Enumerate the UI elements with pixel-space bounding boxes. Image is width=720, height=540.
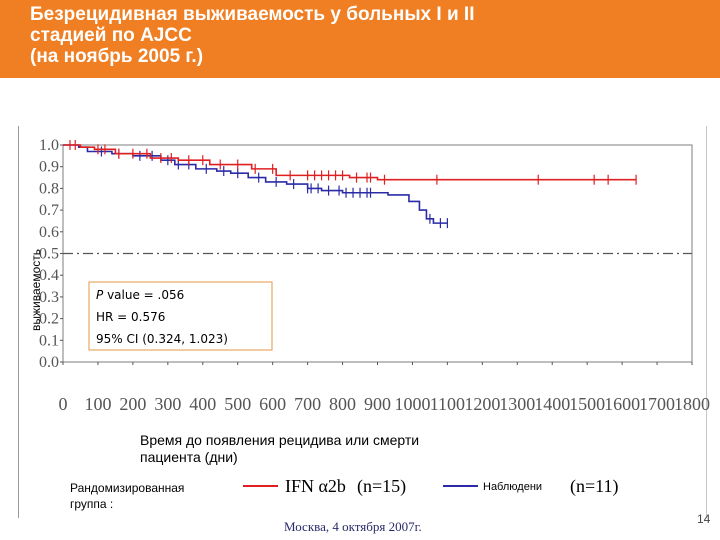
y-tick-label: 0.3 xyxy=(39,289,59,306)
x-tick-label: 600 xyxy=(259,394,286,414)
x-tick-label: 1200 xyxy=(464,394,500,414)
footer-text: Москва, 4 октября 2007г. xyxy=(284,519,422,534)
y-tick-label: 1.0 xyxy=(39,137,59,154)
slide-title: Безрецидивная выживаемость у больных I и… xyxy=(30,4,474,67)
x-tick-label: 300 xyxy=(154,394,181,414)
left-frame-line xyxy=(18,126,19,518)
x-axis-label: Время до появления рецидива или смерти п… xyxy=(140,432,419,466)
legend-title-line-1: Рандомизированная xyxy=(70,481,185,495)
x-tick-label: 1400 xyxy=(534,394,570,414)
x-tick-label: 1700 xyxy=(639,394,675,414)
x-tick-label: 200 xyxy=(119,394,146,414)
stats-box: P value = .056 HR = 0.576 95% CI (0.324, 1… xyxy=(88,281,273,351)
legend-count-2: (n=11) xyxy=(570,476,618,497)
right-frame-line xyxy=(706,126,707,518)
p-value-text: P value = .056 xyxy=(96,288,184,302)
header-bar: Безрецидивная выживаемость у больных I и… xyxy=(0,0,720,78)
title-line-2: стадией по AJCC xyxy=(30,25,192,46)
x-tick-label: 100 xyxy=(84,394,111,414)
x-tick-label: 900 xyxy=(364,394,391,414)
x-tick-label: 400 xyxy=(189,394,216,414)
survival-curve-series-1 xyxy=(63,144,448,224)
legend-label-2: Наблюдени xyxy=(483,481,542,493)
legend-label-1: IFN α2b xyxy=(285,476,346,496)
title-line-3: (на ноябрь 2005 г.) xyxy=(30,46,204,67)
x-tick-label: 1500 xyxy=(569,394,605,414)
x-tick-label: 500 xyxy=(224,394,251,414)
y-tick-label: 0.4 xyxy=(39,267,59,284)
x-tick-label: 1300 xyxy=(499,394,535,414)
title-line-1: Безрецидивная выживаемость у больных I и… xyxy=(30,4,475,25)
y-tick-label: 0.8 xyxy=(39,180,59,197)
y-axis-label: выживаемость xyxy=(29,249,43,331)
y-tick-label: 0.2 xyxy=(39,311,59,328)
y-tick-label: 0.9 xyxy=(39,159,59,176)
y-tick-label: 0.0 xyxy=(39,354,59,371)
x-tick-label: 0 xyxy=(59,394,68,414)
x-tick-label: 1800 xyxy=(674,394,710,414)
x-tick-label: 1100 xyxy=(430,394,465,414)
legend-count-1: (n=15) xyxy=(357,476,406,497)
y-tick-label: 0.1 xyxy=(39,332,59,349)
x-tick-label: 1600 xyxy=(604,394,640,414)
p-value-label: P xyxy=(96,288,104,302)
y-tick-label: 0.7 xyxy=(39,202,59,219)
x-tick-label: 700 xyxy=(294,394,321,414)
legend-title-line-2: группа : xyxy=(70,497,114,511)
ci-text: 95% CI (0.324, 1.023) xyxy=(96,332,228,346)
survival-curve-series-2 xyxy=(63,144,637,181)
hr-text: HR = 0.576 xyxy=(96,310,165,324)
page-number: 14 xyxy=(697,512,711,526)
stats-box-border xyxy=(88,281,273,351)
x-tick-label: 800 xyxy=(329,394,356,414)
p-value-value: value = .056 xyxy=(103,288,184,302)
x-axis-label-line-1: Время до появления рецидива или смерти xyxy=(140,432,420,448)
legend-title: Рандомизированная группа : xyxy=(70,480,184,512)
x-axis-label-line-2: пациента (дни) xyxy=(140,449,238,465)
y-tick-label: 0.5 xyxy=(39,246,59,263)
x-tick-label: 1000 xyxy=(394,394,430,414)
y-tick-label: 0.6 xyxy=(39,224,59,241)
